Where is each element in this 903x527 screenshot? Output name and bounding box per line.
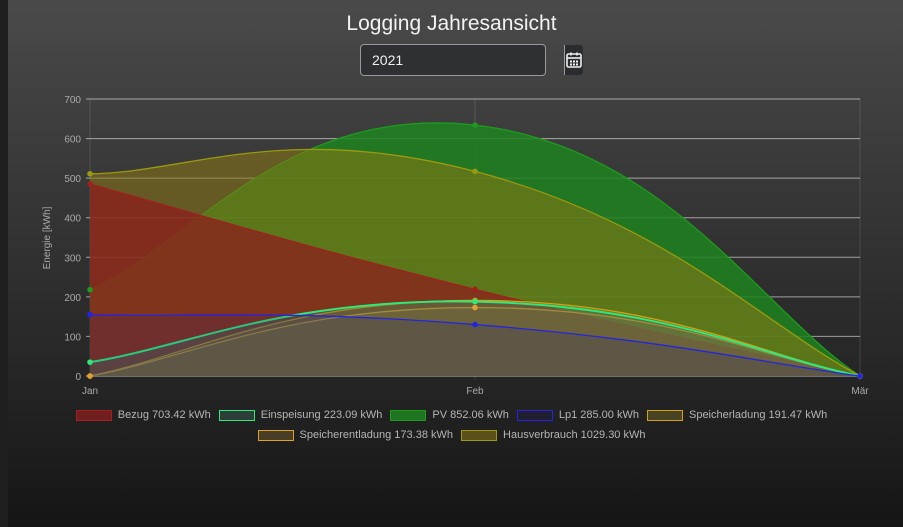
- legend-item-lp1[interactable]: Lp1 285.00 kWh: [516, 409, 639, 421]
- point-pv: [87, 286, 93, 293]
- legend-label: PV 852.06 kWh: [432, 409, 509, 421]
- legend-swatch: [218, 409, 255, 421]
- x-tick-label: Jan: [82, 386, 98, 397]
- legend-label: Speicherladung 191.47 kWh: [688, 409, 828, 421]
- legend-label: Lp1 285.00 kWh: [558, 409, 639, 421]
- point-speicherentladung: [87, 373, 93, 379]
- legend-row: Speicherentladung 173.38 kWh Hausverbrauc…: [0, 429, 903, 441]
- area-bezug: [90, 184, 860, 376]
- y-tick-label: 700: [64, 95, 81, 106]
- area-speicherentladung: [90, 307, 860, 376]
- point-bezug: [472, 286, 478, 293]
- legend-label: Speicherentladung 173.38 kWh: [299, 429, 454, 441]
- legend-item-bezug[interactable]: Bezug 703.42 kWh: [75, 409, 211, 421]
- point-einspeisung: [87, 359, 93, 365]
- legend-swatch: [461, 429, 498, 441]
- x-tick-label: Mär: [851, 386, 869, 397]
- area-einspeisung: [90, 301, 860, 376]
- y-tick-label: 200: [64, 293, 81, 304]
- y-tick-label: 600: [64, 135, 81, 146]
- legend-swatch: [75, 409, 112, 421]
- year-picker[interactable]: [360, 44, 583, 76]
- calendar-icon: [566, 52, 582, 68]
- year-input[interactable]: [361, 45, 564, 75]
- y-tick-label: 400: [64, 214, 81, 225]
- legend-item-speicherladung[interactable]: Speicherladung 191.47 kWh: [646, 409, 828, 421]
- area-lp1: [90, 314, 860, 376]
- window-edge: [0, 0, 8, 527]
- y-tick-label: 300: [64, 253, 81, 264]
- point-hausverbrauch: [87, 170, 93, 177]
- legend-item-pv[interactable]: PV 852.06 kWh: [390, 409, 509, 421]
- legend-swatch: [257, 429, 294, 441]
- legend-label: Hausverbrauch 1029.30 kWh: [503, 429, 646, 441]
- chart-areas: [89, 122, 861, 377]
- legend-label: Einspeisung 223.09 kWh: [260, 409, 383, 421]
- x-tick-label: Feb: [466, 386, 484, 397]
- legend-swatch: [516, 409, 553, 421]
- y-axis-label: Energie [kWh]: [42, 206, 53, 269]
- legend-item-einspeisung[interactable]: Einspeisung 223.09 kWh: [218, 409, 383, 421]
- legend-item-hausverbrauch[interactable]: Hausverbrauch 1029.30 kWh: [461, 429, 645, 441]
- chart-legend: Bezug 703.42 kWh Einspeisung 223.09 kWh PV…: [0, 409, 903, 441]
- page-title: Logging Jahresansicht: [346, 12, 557, 35]
- legend-swatch: [390, 409, 427, 421]
- point-einspeisung: [472, 298, 478, 305]
- legend-item-speicherentladung[interactable]: Speicherentladung 173.38 kWh: [257, 429, 454, 441]
- point-lp1: [87, 311, 93, 318]
- point-speicherentladung: [472, 304, 478, 311]
- point-lp1: [857, 373, 863, 379]
- point-bezug: [87, 181, 93, 187]
- y-tick-label: 500: [64, 174, 81, 185]
- legend-label: Bezug 703.42 kWh: [117, 409, 211, 421]
- point-hausverbrauch: [472, 168, 478, 175]
- point-lp1: [472, 321, 478, 328]
- y-tick-label: 0: [75, 372, 81, 383]
- legend-row: Bezug 703.42 kWh Einspeisung 223.09 kWh PV…: [0, 409, 903, 421]
- legend-swatch: [646, 409, 683, 421]
- y-tick-label: 100: [64, 332, 81, 343]
- calendar-button[interactable]: [564, 45, 583, 75]
- area-speicherladung: [90, 300, 860, 376]
- chart-points: [87, 122, 863, 379]
- point-pv: [472, 122, 478, 128]
- chart-axes: 0 100 200 300 400 500 600 700 Jan Feb Mär: [64, 95, 869, 397]
